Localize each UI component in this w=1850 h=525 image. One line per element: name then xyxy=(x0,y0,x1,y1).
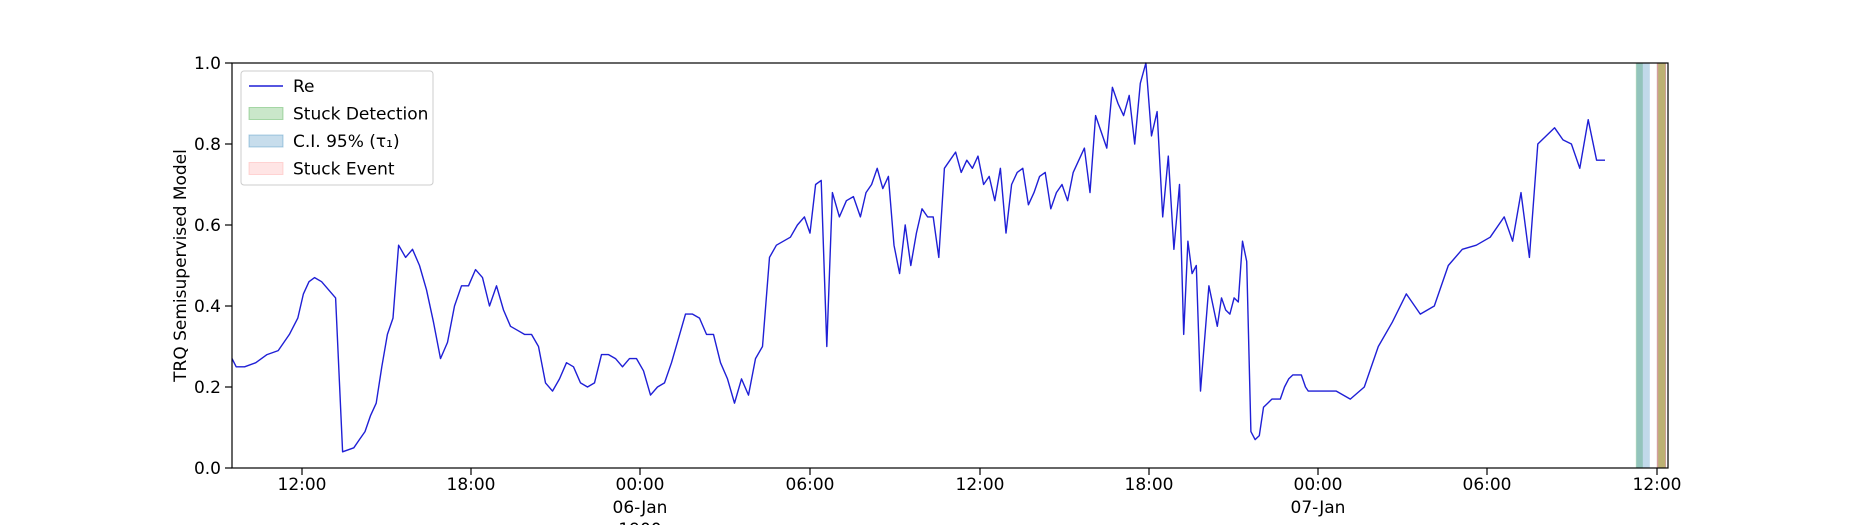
x-tick-sublabel-6: 07-Jan xyxy=(1291,498,1346,518)
x-tick-label-0: 12:00 xyxy=(278,475,327,495)
y-tick-label-5: 1.0 xyxy=(194,54,221,74)
x-tick-label-8: 12:00 xyxy=(1633,475,1682,495)
y-tick-label-2: 0.4 xyxy=(194,297,221,317)
legend: Re Stuck Detection C.I. 95% (τ₁) Stuck Even… xyxy=(241,71,433,185)
bands-layer xyxy=(1636,63,1666,468)
x-tick-label-2: 00:00 xyxy=(616,475,665,495)
x-tick-label-4: 12:00 xyxy=(956,475,1005,495)
x-tick-label-3: 06:00 xyxy=(786,475,835,495)
x-tick-label-1: 18:00 xyxy=(447,475,496,495)
legend-label-2: C.I. 95% (τ₁) xyxy=(293,132,400,152)
y-tick-label-3: 0.6 xyxy=(194,216,221,236)
x-tick-label-5: 18:00 xyxy=(1125,475,1174,495)
band-3 xyxy=(1658,63,1665,468)
y-tick-label-0: 0.0 xyxy=(194,459,221,479)
band-1 xyxy=(1636,63,1649,468)
y-tick-label-4: 0.8 xyxy=(194,135,221,155)
x-tick-label-7: 06:00 xyxy=(1463,475,1512,495)
legend-label-3: Stuck Event xyxy=(293,160,395,180)
legend-label-1: Stuck Detection xyxy=(293,105,428,125)
legend-swatch-2 xyxy=(249,135,283,147)
x-tick-label-6: 00:00 xyxy=(1294,475,1343,495)
series-layer xyxy=(232,63,1605,452)
x-year-label: 1900 xyxy=(618,520,661,525)
legend-swatch-3 xyxy=(249,163,283,175)
y-axis-label: TRQ Semisupervised Model xyxy=(171,149,191,383)
legend-swatch-1 xyxy=(249,108,283,120)
series-line-re xyxy=(232,63,1605,452)
legend-label-0: Re xyxy=(293,77,315,97)
x-tick-sublabel-2: 06-Jan xyxy=(613,498,668,518)
y-tick-label-1: 0.2 xyxy=(194,378,221,398)
plot-frame xyxy=(232,63,1668,468)
